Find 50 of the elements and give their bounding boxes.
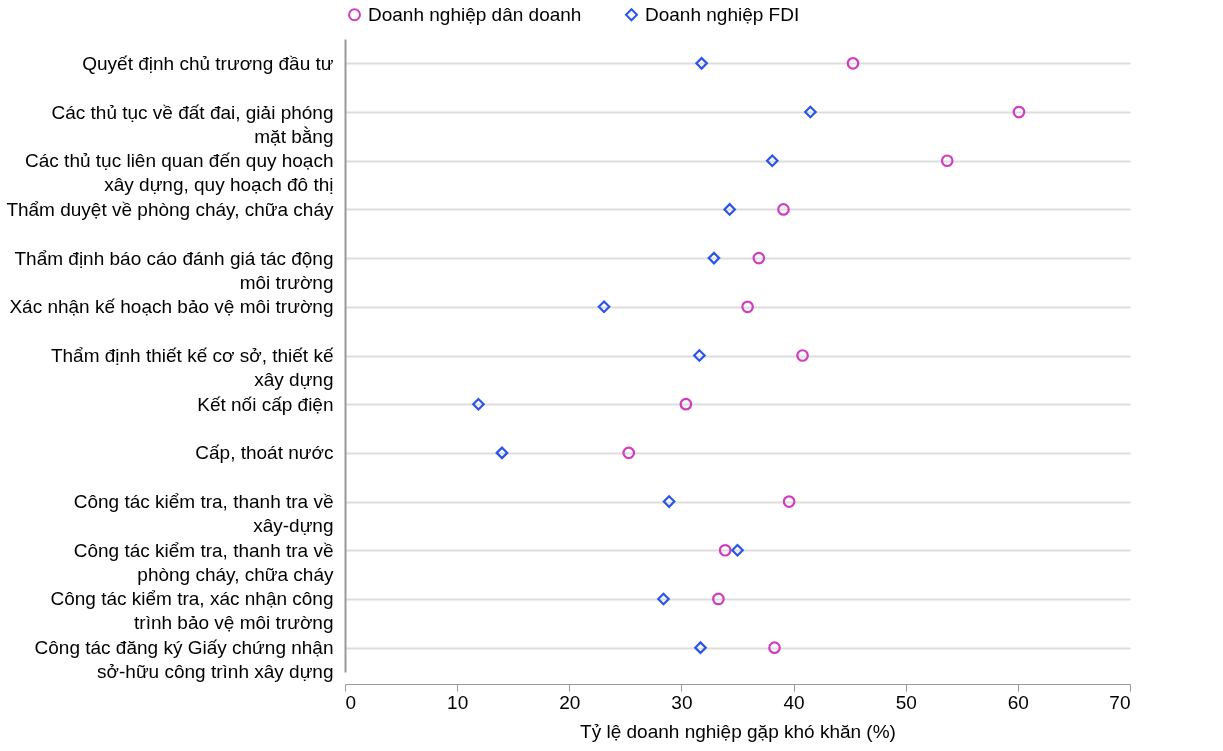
y-tick-label: Công tác kiểm tra, thanh tra về xây-dựng [73,491,334,537]
point [693,349,706,362]
point [679,397,693,411]
point [723,203,736,216]
y-tick-label: Thẩm định thiết kế cơ sở, thiết kế xây dựng [50,345,334,390]
y-tick-label: Thẩm định báo cáo đánh giá tác động môi trường [14,247,334,293]
point [622,446,636,460]
point [694,641,707,654]
point [718,543,732,557]
x-tick-label: 70 [1109,691,1131,713]
point [712,592,725,606]
y-tick-label: Xác nhận kế hoạch bảo vệ môi trường [9,296,334,318]
x-tick-label: 50 [895,691,917,713]
point [765,154,779,168]
x-tick-label: 40 [783,691,805,713]
y-tick-label: Công tác kiểm tra, xác nhận công trình bảo vệ môi trường [50,588,334,634]
y-tick-label: Cấp, thoát nước [195,442,334,464]
y-tick-label: Các thủ tục liên quan đến quy hoạch xây dựng, quy hoạch đô thị [25,150,334,196]
point [731,543,744,557]
point [846,57,860,70]
point [768,641,781,654]
y-tick-label: Công tác kiểm tra, thanh tra về phòng cháy, chữa cháy [73,539,334,585]
point [741,300,754,314]
y-tick-label: Công tác đăng ký Giấy chứng nhận sở-hữu công trình xây dựng [34,637,334,683]
x-tick-label: 0 [345,691,357,713]
point [495,446,509,460]
point [695,57,708,70]
y-tick-label: Quyết định chủ trương đầu tư [82,52,334,74]
x-tick-label: 20 [559,691,581,713]
legend-label: Doanh nghiệp dân doanh [368,3,582,25]
point [657,592,670,606]
point [940,154,954,168]
y-tick-label: Kết nối cấp điện [197,393,334,415]
point [1012,105,1026,119]
y-tick-label: Thẩm duyệt về phòng cháy, chữa cháy [6,198,334,220]
x-tick-label: 60 [1007,691,1029,713]
point [796,349,809,362]
point [597,300,611,314]
point [777,203,790,216]
legend-label: Doanh nghiệp FDI [645,3,800,25]
point [782,495,796,508]
x-axis-title: Tỷ lệ doanh nghiệp gặp khó khăn (%) [580,720,896,742]
y-tick-label: Các thủ tục về đất đai, giải phóng mặt bằng [51,101,334,147]
x-tick-label: 30 [671,691,693,713]
point [804,105,817,119]
point [707,251,721,265]
point [472,397,485,411]
point [752,251,766,265]
x-tick-label: 10 [447,691,469,713]
point [662,495,676,508]
